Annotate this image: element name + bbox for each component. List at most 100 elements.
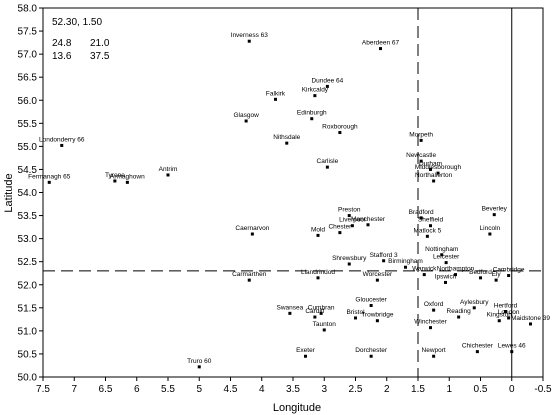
x-axis: 7.5 7 6.5 6 5.5 5 4.5 4 3.5 3 2.5 2 1.5 1 0.5 0 -0.5 [36,377,552,395]
data-point [369,304,373,308]
data-point [457,315,461,319]
point-label: Trowbridge [361,312,394,319]
y-tick-label: 51.5 [18,303,38,314]
point-label: Cambridge [493,267,525,274]
x-tick-label: 2 [384,384,390,395]
point-label: Preston [338,207,361,214]
plot-border [42,7,544,378]
point-label: Aberdeen 67 [362,40,400,47]
data-point [350,224,354,228]
corner-stats: 52.30, 1.50 24.8 21.0 13.6 37.5 [52,17,110,62]
x-tick-label: 1 [446,384,452,395]
point-label: Tyrone [105,172,125,179]
point-label: Bristol [346,309,365,316]
data-point [366,223,370,227]
x-tick-label: 7.5 [36,384,50,395]
corner-line-2-right: 21.0 [90,38,110,49]
data-point [166,173,170,177]
corner-line-3-right: 37.5 [90,51,110,62]
x-tick-label: 6 [134,384,140,395]
data-point [304,354,307,358]
point-label: Shrewsbury [332,255,367,262]
point-label: Matlock 5 [413,227,441,234]
y-tick-label: 53.5 [18,211,38,222]
point-label: Llandrindod [301,269,335,276]
data-point [429,167,432,171]
point-label: Falkirk [266,90,286,97]
data-point [432,308,436,312]
corner-line-1: 52.30, 1.50 [52,17,102,28]
point-label: Lincoln [480,225,501,232]
data-point [419,216,423,220]
data-point [375,278,379,282]
data-point [325,165,329,169]
data-point [247,39,251,43]
data-point [347,262,351,266]
data-point [244,119,248,123]
point-label: Newcastle [406,152,436,159]
point-label: Dorchester [355,347,388,354]
data-point [322,328,326,332]
data-point [382,259,386,263]
x-tick-label: -0.5 [534,384,552,395]
point-label: Cardiff [305,308,324,315]
corner-line-3-left: 13.6 [52,51,72,62]
point-label: Oxford [424,301,444,308]
data-point [425,234,429,238]
point-label: Londonderry 66 [39,136,85,143]
point-label: Swansea [277,304,304,311]
data-point [475,350,479,354]
point-label: Sheffield [418,217,444,224]
data-point [504,310,507,314]
data-point [338,231,342,235]
y-tick-label: 54.0 [18,188,38,199]
data-point [113,179,117,183]
x-tick-label: 3.5 [286,384,300,395]
point-label: Northampton [437,266,475,273]
data-point [369,354,373,358]
y-tick-label: 58.0 [18,4,38,15]
data-point [347,214,351,218]
data-point [422,273,426,277]
y-tick-label: 57.0 [18,50,38,61]
data-point [313,315,317,319]
point-label: Warwick [412,266,437,273]
corner-line-2-left: 24.8 [52,38,72,49]
x-tick-label: 6.5 [99,384,113,395]
data-points: Inverness 63 Aberdeen 67 Dundee 64 Kirkcald… [28,32,550,369]
point-label: Truro 60 [187,358,212,365]
point-label: Morpeth [409,131,433,138]
point-label: Bradford [409,209,434,216]
point-label: Antrim [159,166,178,173]
data-point [419,159,423,163]
data-point [274,97,277,101]
point-label: Exeter [296,347,316,354]
data-point [488,232,492,236]
data-point [444,261,448,265]
data-point [440,253,444,257]
y-axis-title: Latitude [3,173,15,212]
point-label: Gloucester [355,297,387,304]
x-tick-label: 4.5 [224,384,238,395]
point-label: Carmarthen [232,271,267,278]
point-label: Liverpool [339,217,366,224]
y-axis: 50.0 50.5 51.0 51.5 52.0 52.5 53.0 53.5 54.0 54.5… [18,4,43,384]
data-point [250,232,254,236]
data-point [354,316,357,320]
data-point [375,319,379,323]
data-point [247,278,251,282]
point-label: Glasgow [233,112,259,119]
point-label: Middlesborough [415,164,462,171]
point-label: Maidstone 39 [511,315,550,322]
y-tick-label: 52.5 [18,257,38,268]
data-point [507,316,511,320]
x-tick-label: 4 [259,384,265,395]
point-label: Reading [447,308,472,315]
data-point [429,224,432,228]
data-point [444,280,447,284]
data-point [472,306,476,310]
point-label: Caernarvon [235,225,269,232]
data-point [285,141,289,145]
data-point [325,84,329,88]
data-point [497,319,501,323]
